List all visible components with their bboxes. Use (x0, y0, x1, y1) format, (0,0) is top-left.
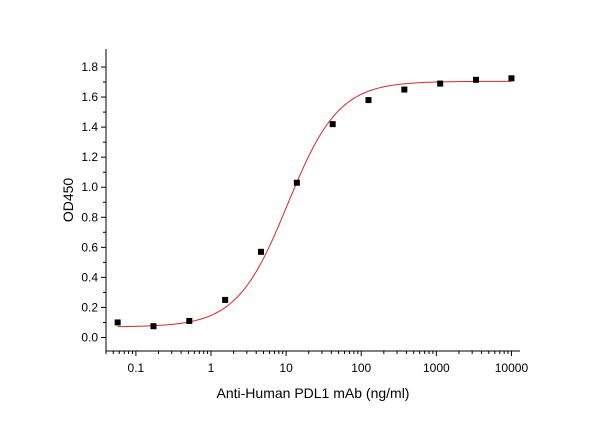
x-tick-label: 1 (208, 361, 215, 375)
y-axis-ticks: 0.0 0.2 0.4 0.6 0.8 1.0 1.2 1.4 1.6 1.8 (81, 60, 106, 344)
y-tick-label: 1.0 (81, 180, 98, 194)
y-tick-label: 1.8 (81, 60, 98, 74)
y-tick-label: 1.4 (81, 120, 98, 134)
x-tick-label: 10000 (495, 361, 529, 375)
data-point (401, 86, 408, 93)
y-tick-label: 0.0 (81, 330, 98, 344)
x-tick-label: 1000 (423, 361, 450, 375)
y-tick-label: 1.2 (81, 150, 98, 164)
data-point (150, 323, 157, 330)
data-point (508, 75, 515, 82)
y-tick-label: 0.8 (81, 210, 98, 224)
data-point (329, 121, 336, 128)
plot-area: 0.0 0.2 0.4 0.6 0.8 1.0 1.2 1.4 1.6 1.8 0.1 1 10 100… (81, 49, 528, 375)
y-axis-title: OD450 (60, 178, 76, 223)
data-point (473, 76, 480, 83)
x-tick-label: 10 (279, 361, 293, 375)
y-tick-label: 0.2 (81, 300, 98, 314)
x-tick-label: 100 (351, 361, 371, 375)
fitted-curve (117, 80, 512, 328)
data-point (222, 296, 229, 303)
y-tick-label: 0.4 (81, 270, 98, 284)
data-point (186, 317, 193, 324)
x-axis-ticks: 0.1 1 10 100 1000 10000 (105, 351, 529, 375)
data-point (257, 248, 264, 255)
data-point (293, 179, 300, 186)
data-point (114, 319, 121, 326)
y-tick-label: 0.6 (81, 240, 98, 254)
data-point (365, 97, 372, 104)
y-tick-label: 1.6 (81, 90, 98, 104)
x-tick-label: 0.1 (128, 361, 145, 375)
data-points (114, 75, 515, 330)
x-axis-title: Anti-Human PDL1 mAb (ng/ml) (217, 385, 410, 401)
data-point (437, 80, 444, 87)
